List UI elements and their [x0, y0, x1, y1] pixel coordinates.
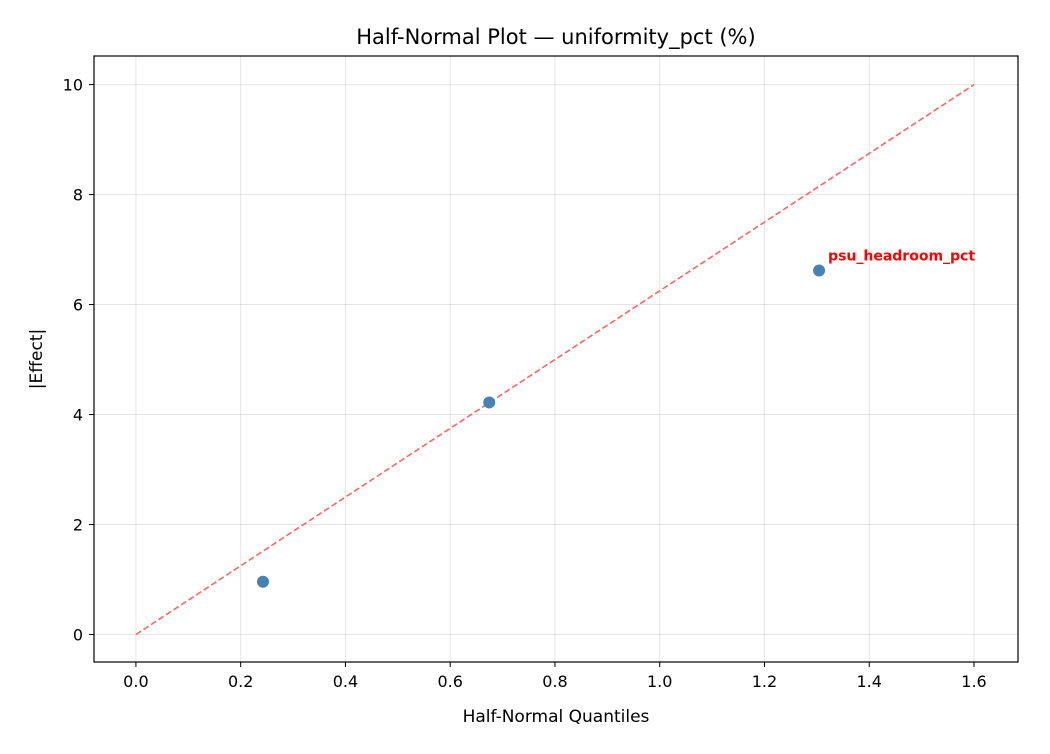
reference-line-group: [135, 83, 975, 636]
data-point: [813, 264, 826, 277]
y-tick-label: 4: [73, 406, 83, 425]
chart-title: Half-Normal Plot — uniformity_pct (%): [356, 25, 755, 50]
x-tick-label: 1.2: [752, 672, 777, 691]
x-tick-label: 1.4: [857, 672, 882, 691]
x-tick-label: 1.0: [647, 672, 672, 691]
x-tick-label: 0.0: [123, 672, 148, 691]
x-tick-label: 0.4: [333, 672, 358, 691]
x-axis: 0.0 0.2 0.4 0.6 0.8 1.0 1.2 1.4 1.6: [123, 662, 987, 691]
y-tick-label: 10: [63, 76, 83, 95]
reference-line: [135, 83, 975, 636]
y-axis-label: |Effect|: [27, 329, 47, 389]
y-tick-label: 6: [73, 296, 83, 315]
data-point: [483, 396, 496, 409]
y-axis: 0 2 4 6 8 10: [63, 76, 94, 645]
x-axis-label: Half-Normal Quantiles: [463, 707, 650, 727]
points-group: psu_headroom_pct: [256, 248, 975, 588]
x-tick-label: 1.6: [961, 672, 986, 691]
y-tick-label: 2: [73, 516, 83, 535]
y-tick-label: 0: [73, 626, 83, 645]
grid: [94, 56, 1018, 662]
y-tick-label: 8: [73, 186, 83, 205]
plot-frame: [93, 55, 1019, 663]
x-tick-label: 0.8: [542, 672, 567, 691]
point-annotation: psu_headroom_pct: [828, 248, 975, 264]
data-point: [256, 575, 269, 588]
x-tick-label: 0.2: [228, 672, 253, 691]
x-tick-label: 0.6: [437, 672, 462, 691]
